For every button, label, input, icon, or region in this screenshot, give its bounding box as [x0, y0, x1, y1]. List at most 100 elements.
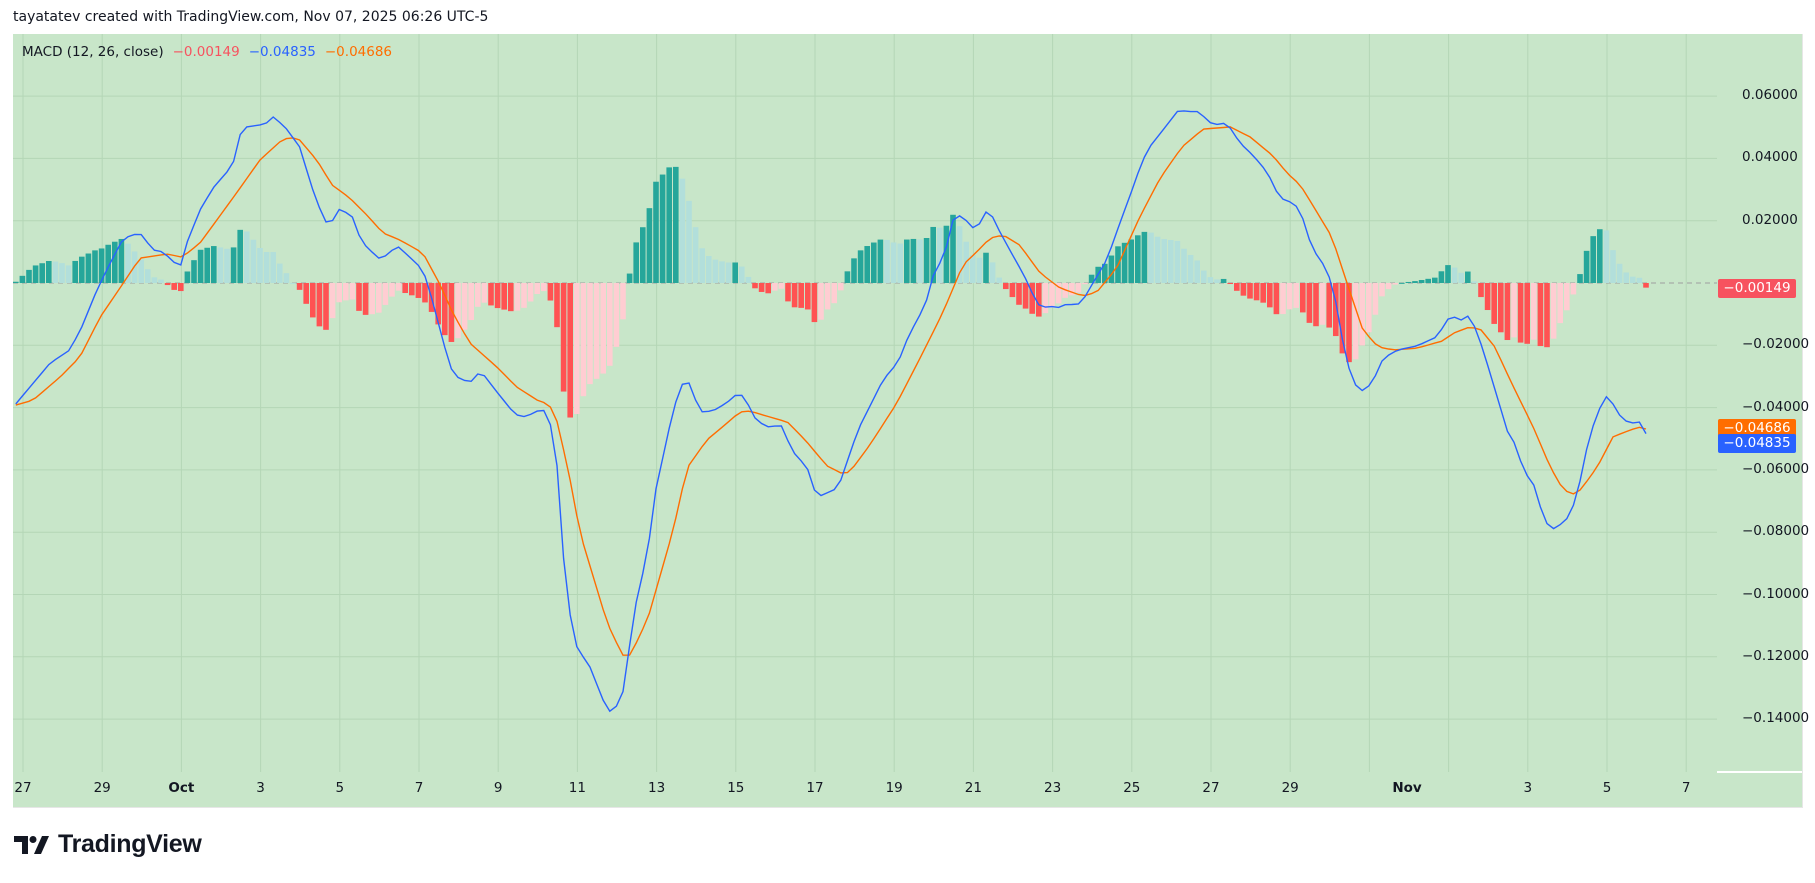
tradingview-logo[interactable]: TradingView	[14, 830, 202, 859]
price-axis-tick: −0.02000	[1742, 336, 1810, 353]
macd-chart-panel[interactable]: MACD (12, 26, close) −0.00149 −0.04835 −0.0…	[13, 34, 1809, 808]
macd-chart-canvas[interactable]	[13, 34, 1802, 807]
histogram-bar	[1102, 263, 1108, 283]
histogram-bar	[362, 283, 369, 315]
signal-value-badge: −0.04686	[1718, 418, 1796, 438]
histogram-bar	[699, 248, 705, 283]
price-axis-tick: 0.02000	[1742, 211, 1798, 228]
histogram-bar	[389, 283, 395, 297]
histogram-bar	[956, 226, 963, 283]
histogram-bar	[151, 277, 158, 283]
histogram-bar	[435, 283, 441, 325]
histogram-bar	[1524, 283, 1530, 344]
histogram-bar	[508, 283, 514, 312]
histogram-bar	[541, 283, 547, 292]
histogram-bar	[112, 241, 118, 283]
histogram-bar	[673, 166, 679, 283]
histogram-bar	[1346, 283, 1352, 363]
histogram-bar	[1075, 283, 1082, 293]
histogram-bar	[613, 283, 620, 347]
histogram-bar	[897, 243, 903, 283]
histogram-bar	[791, 283, 798, 308]
histogram-bar	[666, 167, 672, 283]
histogram-bar	[336, 283, 342, 303]
histogram-bar	[923, 238, 930, 283]
histogram-bar	[805, 283, 811, 310]
histogram-bar	[1484, 283, 1491, 311]
histogram-bar	[468, 283, 474, 321]
histogram-bar	[402, 283, 408, 294]
histogram-bar	[343, 283, 349, 301]
histogram-bar	[719, 261, 725, 283]
histogram-bar	[303, 283, 309, 304]
histogram-bar	[1234, 283, 1240, 291]
time-axis-tick: 19	[885, 780, 903, 796]
histogram-bar	[415, 283, 422, 298]
histogram-bar	[1128, 239, 1134, 283]
histogram-bar	[376, 283, 382, 313]
indicator-legend[interactable]: MACD (12, 26, close) −0.00149 −0.04835 −0.0…	[22, 44, 401, 60]
histogram-bar	[448, 283, 455, 342]
histogram-bar	[1478, 283, 1484, 298]
histogram-bar	[1141, 231, 1148, 283]
histogram-bar	[1273, 283, 1280, 315]
histogram-bar	[1550, 283, 1557, 339]
histogram-bar	[739, 266, 745, 283]
histogram-bar	[1557, 283, 1563, 324]
histogram-bar	[1333, 283, 1339, 337]
histogram-bar	[250, 239, 257, 283]
time-axis-tick: Oct	[168, 780, 195, 796]
histogram-bar	[191, 260, 197, 283]
histogram-bar	[1577, 274, 1583, 283]
histogram-bar	[1148, 232, 1154, 283]
histogram-bar	[818, 283, 824, 320]
histogram-bar	[758, 283, 765, 292]
histogram-value-badge: −0.00149	[1718, 278, 1796, 298]
histogram-bar	[679, 178, 686, 283]
histogram-bar	[1042, 283, 1049, 314]
histogram-bar	[395, 283, 402, 291]
histogram-bar	[1438, 271, 1445, 283]
price-axis-tick: −0.08000	[1742, 523, 1810, 540]
histogram-bar	[1161, 239, 1167, 283]
histogram-bar	[26, 269, 32, 283]
histogram-bar	[1022, 283, 1029, 309]
histogram-bar	[1247, 283, 1253, 299]
histogram-bar	[1326, 283, 1332, 328]
price-axis-tick: 0.04000	[1742, 149, 1798, 166]
histogram-bar	[943, 225, 950, 283]
histogram-bar	[1220, 278, 1227, 283]
histogram-bar	[1306, 283, 1313, 323]
time-axis-tick: 5	[1602, 780, 1612, 796]
time-axis-tick: 25	[1123, 780, 1141, 796]
histogram-bar	[904, 239, 910, 283]
histogram-bar	[422, 283, 428, 303]
time-axis-tick: 13	[648, 780, 666, 796]
histogram-bar	[1379, 283, 1385, 297]
histogram-bar	[1583, 250, 1590, 283]
histogram-bar	[323, 283, 329, 330]
histogram-bar	[580, 283, 587, 397]
histogram-bar	[593, 283, 600, 379]
histogram-bar	[1491, 283, 1497, 324]
histogram-bar	[224, 248, 230, 283]
histogram-bar	[1610, 250, 1616, 283]
histogram-bar	[864, 246, 870, 283]
time-axis-tick: 15	[727, 780, 745, 796]
price-axis-tick: −0.06000	[1742, 460, 1810, 477]
histogram-bar	[640, 227, 646, 283]
histogram-bar	[514, 283, 521, 311]
histogram-bar	[349, 283, 356, 300]
histogram-bar	[1135, 235, 1141, 283]
axis-corner-separator	[1717, 771, 1802, 773]
histogram-bar	[46, 260, 52, 283]
histogram-bar	[461, 283, 468, 330]
histogram-bar	[118, 238, 125, 283]
histogram-bar	[1372, 283, 1379, 315]
histogram-bar	[1181, 248, 1187, 283]
histogram-bar	[890, 242, 897, 283]
histogram-bar	[237, 229, 243, 283]
histogram-bar	[1168, 240, 1174, 283]
histogram-bar	[725, 262, 732, 283]
legend-signal-value: −0.04686	[324, 44, 393, 60]
